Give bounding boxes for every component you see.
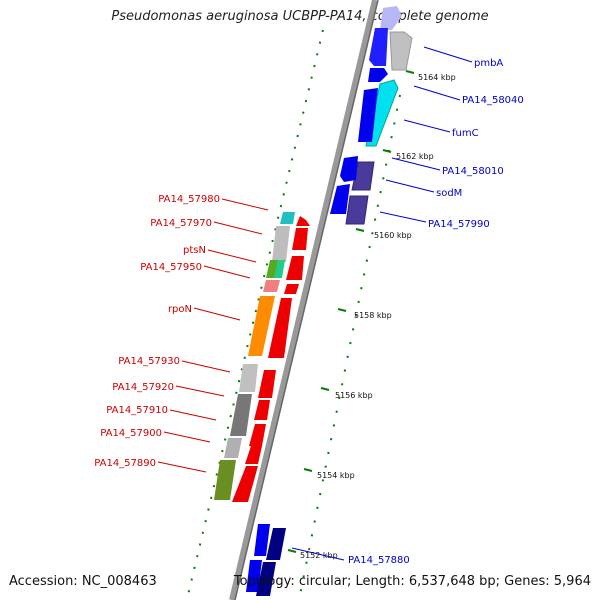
label-ptsN: ptsN (183, 245, 206, 256)
labels-left-group: PA14_57980 PA14_57970 ptsN PA14_57950 rp… (94, 194, 269, 473)
label-pmbA: pmbA (474, 58, 503, 69)
tick-label-5152: 5152 kbp (300, 551, 338, 560)
gene-blue-sod (340, 156, 358, 182)
tick-label-5158: 5158 kbp (354, 311, 392, 320)
tick-label-5156: 5156 kbp (335, 391, 373, 400)
tick-5154: 5154 kbp (303, 468, 355, 480)
tick-5152: 5152 kbp (287, 549, 338, 560)
label-PA14_57920: PA14_57920 (112, 382, 174, 393)
gene-rpoN (248, 296, 275, 356)
gene-top-lightblue (380, 6, 402, 30)
tick-label-5154: 5154 kbp (317, 471, 355, 480)
gene-ptsN-2 (274, 260, 285, 278)
gene-PA14_57930 (239, 364, 258, 392)
scale-dots-inner (299, 94, 401, 596)
topology-text: Topology: circular; Length: 6,537,648 bp… (233, 574, 591, 589)
tick-5160: 5160 kbp (355, 228, 412, 240)
gene-PA14_57920 (230, 394, 252, 436)
gene-pmbA (389, 31, 413, 71)
red-arrows (232, 216, 310, 502)
label-sodM: sodM (436, 188, 462, 199)
genes-bottom (246, 524, 286, 596)
accession-text: Accession: NC_008463 (9, 574, 157, 589)
label-PA14_57950: PA14_57950 (140, 262, 202, 273)
tick-5162: 5162 kbp (382, 149, 434, 161)
gene-PA14_57950 (263, 280, 280, 292)
label-PA14_57930: PA14_57930 (118, 356, 180, 367)
gene-blue-upper (369, 28, 388, 66)
gene-PA14_57910 (224, 438, 242, 458)
scale-dots-outer (187, 29, 324, 596)
gene-PA14_57970 (272, 226, 290, 262)
label-rpoN: rpoN (168, 304, 192, 315)
label-PA14_57970: PA14_57970 (150, 218, 212, 229)
genome-backbone (229, 0, 378, 600)
label-PA14_58010: PA14_58010 (442, 166, 504, 177)
gene-PA14_57880 (254, 524, 270, 556)
label-PA14_57990: PA14_57990 (428, 219, 490, 230)
label-fumC: fumC (452, 128, 479, 139)
labels-right-group: pmbA PA14_58040 fumC PA14_58010 sodM PA1… (291, 46, 524, 566)
tick-label-5162: 5162 kbp (396, 152, 434, 161)
label-PA14_57880: PA14_57880 (348, 555, 410, 566)
genome-backbone-shadow (234, 0, 379, 600)
label-PA14_57900: PA14_57900 (100, 428, 162, 439)
tick-5156: 5156 kbp (320, 387, 373, 400)
tick-5158: 5158 kbp (337, 308, 392, 320)
label-PA14_58040: PA14_58040 (462, 95, 524, 106)
gene-PA14_57890 (214, 460, 236, 500)
gene-sodM (351, 161, 375, 191)
label-PA14_57890: PA14_57890 (94, 458, 156, 469)
tick-label-5160: 5160 kbp (374, 231, 412, 240)
gene-blue-mid (358, 88, 378, 142)
genes-top-right (330, 6, 413, 225)
tick-label-5164: 5164 kbp (418, 73, 456, 82)
tick-5164: 5164 kbp (405, 70, 456, 82)
label-PA14_57910: PA14_57910 (106, 405, 168, 416)
gene-PA14_57990 (345, 195, 369, 225)
genes-left (214, 212, 295, 500)
gene-blue-sod2 (330, 184, 350, 214)
gene-fumC-blue (368, 68, 388, 82)
gene-PA14_57980 (280, 212, 295, 224)
label-PA14_57980: PA14_57980 (158, 194, 220, 205)
